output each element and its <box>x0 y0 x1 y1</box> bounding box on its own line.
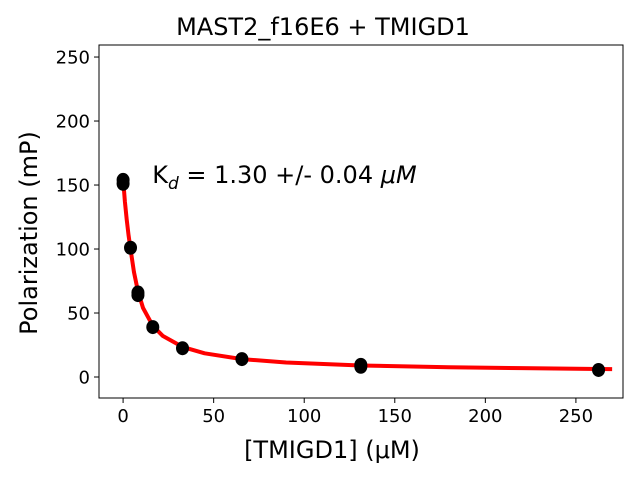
x-tick-label: 50 <box>202 406 225 427</box>
data-point <box>354 359 368 374</box>
data-point <box>592 362 606 377</box>
kd-annotation: Kd = 1.30 +/- 0.04 μM <box>114 161 440 194</box>
data-point <box>116 176 130 191</box>
data-point <box>124 240 138 255</box>
y-tick-label: 100 <box>56 240 90 261</box>
y-tick-label: 200 <box>56 112 90 133</box>
x-tick-label: 100 <box>287 406 321 427</box>
x-tick-label: 0 <box>117 406 128 427</box>
x-tick-label: 150 <box>378 406 412 427</box>
x-tick-label: 200 <box>468 406 502 427</box>
data-point <box>235 352 249 367</box>
fit-curve <box>121 178 613 372</box>
y-tick-label: 50 <box>67 304 90 325</box>
chart-title: MAST2_f16E6 + TMIGD1 <box>176 13 470 41</box>
data-point <box>131 288 145 303</box>
data-point <box>175 341 189 356</box>
x-tick-label: 250 <box>559 406 593 427</box>
data-point <box>146 320 160 335</box>
y-tick-label: 0 <box>79 368 90 389</box>
y-axis-label: Polarization (mP) <box>15 131 43 335</box>
x-axis-label: [TMIGD1] (μM) <box>244 436 420 464</box>
plot-frame <box>98 44 624 399</box>
y-tick-label: 250 <box>56 48 90 69</box>
y-tick-label: 150 <box>56 176 90 197</box>
